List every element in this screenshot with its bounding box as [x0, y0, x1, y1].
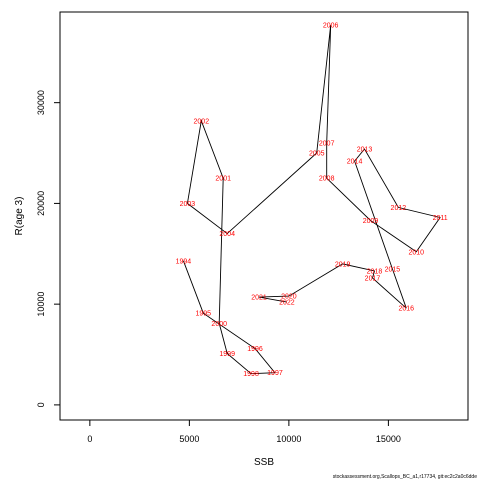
source-footnote: stockassessment.org,Scallops_BC_a1,r1773…	[333, 474, 477, 480]
year-label-2012: 2012	[391, 205, 407, 212]
y-axis-title: R(age 3)	[14, 197, 25, 236]
year-label-2014: 2014	[347, 159, 363, 166]
year-label-2015: 2015	[385, 266, 401, 273]
year-label-2011: 2011	[433, 215, 448, 222]
year-label-2001: 2001	[215, 176, 231, 183]
year-label-2008: 2008	[319, 176, 335, 183]
y-tick-label: 20000	[36, 191, 46, 216]
year-label-2021: 2021	[251, 295, 267, 302]
year-label-2013: 2013	[357, 147, 373, 154]
year-label-2022: 2022	[279, 300, 295, 307]
x-tick-label: 10000	[276, 434, 301, 444]
y-axis: 0 10000 20000 30000	[36, 90, 61, 407]
year-label-2009: 2009	[363, 218, 379, 225]
recruitment-trajectory-line	[182, 25, 441, 375]
year-label-1994: 1994	[176, 258, 192, 265]
year-label-2005: 2005	[309, 151, 325, 158]
year-label-2004: 2004	[219, 231, 235, 238]
year-label-1995: 1995	[196, 311, 212, 318]
year-label-2002: 2002	[194, 118, 210, 125]
year-label-2019: 2019	[335, 261, 351, 268]
x-tick-label: 0	[87, 434, 92, 444]
year-label-1999: 1999	[219, 351, 235, 358]
year-label-1997: 1997	[267, 370, 283, 377]
y-tick-label: 10000	[36, 292, 46, 317]
year-label-2010: 2010	[408, 249, 424, 256]
x-axis: 0 5000 10000 15000	[87, 419, 401, 444]
year-label-2016: 2016	[399, 306, 415, 313]
y-tick-label: 0	[36, 402, 46, 407]
x-tick-label: 5000	[179, 434, 199, 444]
year-label-2020: 2020	[281, 294, 297, 301]
x-tick-label: 15000	[376, 434, 401, 444]
year-label-1998: 1998	[243, 371, 259, 378]
y-tick-label: 30000	[36, 90, 46, 115]
year-label-1996: 1996	[247, 346, 263, 353]
x-axis-title: SSB	[254, 457, 274, 468]
year-label-2007: 2007	[319, 140, 335, 147]
year-label-2017: 2017	[365, 275, 381, 282]
year-label-2000: 2000	[211, 321, 227, 328]
year-label-2006: 2006	[323, 23, 339, 30]
year-label-2018: 2018	[367, 268, 383, 275]
year-labels: 1994 1995 1996 1997 1998 1999 2000 2001 2002 2003…	[176, 23, 448, 379]
year-label-2003: 2003	[180, 201, 196, 208]
